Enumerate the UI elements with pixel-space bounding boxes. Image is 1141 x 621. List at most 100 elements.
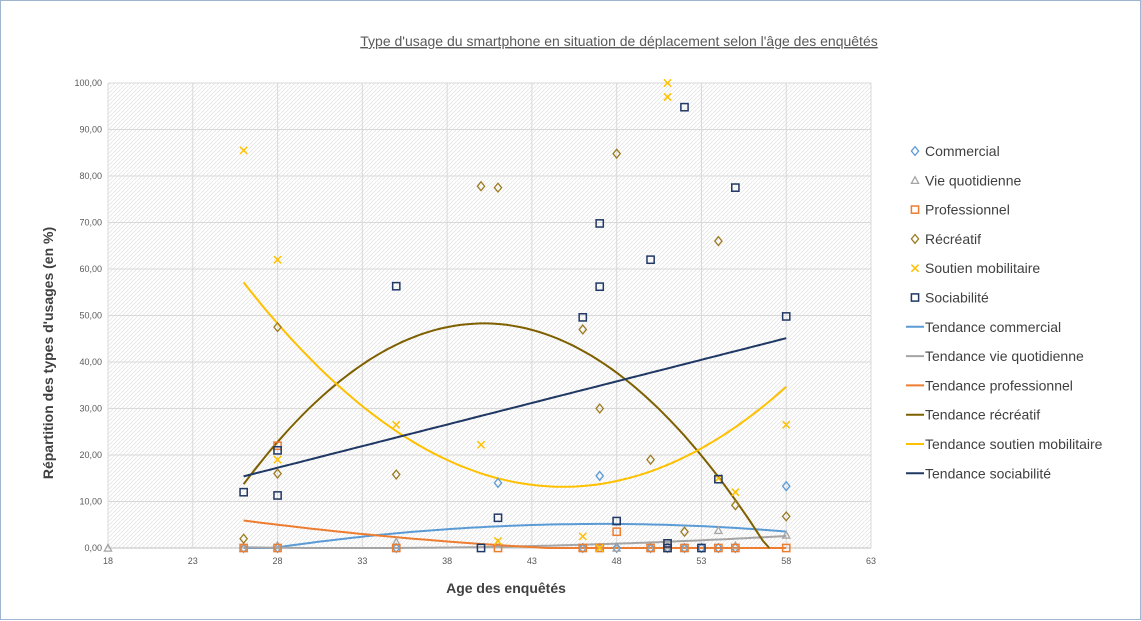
recreatif-point [730,499,740,511]
recreatif-point [595,403,605,414]
sociabilite-point [697,543,706,553]
legend-recreatif-marker [910,233,920,245]
vie-quotidienne-point [730,540,741,550]
sociabilite-point [612,516,622,526]
x-tick-label: 58 [781,556,791,566]
soutien-mobilitaire-point [493,536,503,546]
data-points [103,78,791,554]
sociabilite-point [595,282,605,292]
y-tick-label: 50,00 [79,311,102,321]
legend-tendance-professionnel: Tendance professionnel [925,377,1073,393]
x-axis-ticks: 18 23 28 33 38 43 48 53 58 63 [103,556,876,566]
recreatif-point [391,469,401,480]
legend-soutien-mobilitaire: Soutien mobilitaire [925,260,1040,276]
x-axis-title: Age des enquêtés [446,580,566,596]
commercial-point [493,477,503,489]
x-tick-label: 48 [612,556,622,566]
y-axis-ticks: 0,00 10,00 20,00 30,00 40,00 50,00 60,00 70,00 8… [74,78,102,553]
tendance-professionnel-line [243,519,787,549]
recreatif-point [273,321,282,333]
recreatif-point [612,148,622,160]
sociabilite-point [646,255,655,265]
tendance-recreatif-line [242,322,771,549]
commercial-point [239,542,249,554]
x-tick-label: 63 [866,556,876,566]
y-tick-label: 30,00 [79,404,102,414]
legend-vie-quotidienne-marker [910,175,920,185]
professionnel-point [578,543,588,553]
x-tick-label: 28 [273,556,283,566]
x-tick-label: 53 [696,556,706,566]
tendance-sociabilite-line [243,337,787,478]
professionnel-point [391,543,401,553]
sociabilite-point [595,219,605,228]
y-tick-label: 10,00 [79,497,102,507]
soutien-mobilitaire-point [663,78,672,88]
x-tick-label: 23 [188,556,198,566]
y-tick-label: 70,00 [79,218,102,228]
vie-quotidienne-point [103,543,113,552]
trendlines [242,281,787,549]
vie-quotidienne-point [272,540,283,550]
professionnel-point [646,543,655,553]
commercial-point [680,542,689,554]
commercial-point [578,542,588,554]
legend: Commercial Vie quotidienne Professionnel Ré… [906,143,1103,481]
legend-professionnel: Professionnel [925,202,1010,218]
professionnel-point [273,441,282,451]
recreatif-point [713,235,723,247]
soutien-mobilitaire-point [392,420,401,429]
legend-tendance-soutien-mobilitaire: Tendance soutien mobilitaire [925,436,1103,452]
professionnel-point [714,543,723,553]
professionnel-point [239,543,248,553]
sociabilite-point [663,539,672,548]
recreatif-point [476,180,486,192]
sociabilite-point [239,487,248,497]
recreatif-point [239,533,249,545]
legend-tendance-vie-quotidienne: Tendance vie quotidienne [925,348,1084,364]
professionnel-point [595,543,605,553]
sociabilite-point [714,474,723,484]
sociabilite-point [273,491,282,500]
vie-quotidienne-point [713,525,724,535]
soutien-mobilitaire-point [782,420,791,429]
y-tick-label: 40,00 [79,357,102,367]
soutien-mobilitaire-point [476,440,486,449]
commercial-point [713,542,723,554]
professionnel-point [781,543,791,553]
commercial-point [781,480,791,492]
legend-vie-quotidienne: Vie quotidienne [925,172,1021,188]
soutien-mobilitaire-point [578,532,587,541]
soutien-mobilitaire-point [663,92,672,102]
legend-professionnel-marker [910,205,920,214]
tendance-soutien-mobilitaire-line [242,281,787,488]
y-tick-label: 0,00 [84,543,102,553]
soutien-mobilitaire-point [595,543,604,553]
sociabilite-point [493,513,503,523]
commercial-point [595,470,605,482]
sociabilite-point [391,281,401,291]
soutien-mobilitaire-point [239,146,248,155]
professionnel-point [731,543,740,553]
sociabilite-point [781,312,791,321]
recreatif-point [781,510,791,522]
recreatif-point [493,182,503,194]
vie-quotidienne-point [781,530,791,539]
legend-tendance-commercial: Tendance commercial [925,319,1061,335]
soutien-mobilitaire-point [273,455,282,464]
professionnel-point [273,543,282,553]
y-tick-label: 100,00 [74,78,102,88]
commercial-point [697,542,706,554]
recreatif-point [646,454,656,466]
gridlines [107,82,872,549]
legend-sociabilite: Sociabilité [925,290,989,306]
vie-quotidienne-point [611,543,622,552]
legend-commercial-marker [910,145,920,157]
recreatif-point [578,324,588,335]
sociabilite-point [578,313,588,322]
y-tick-label: 60,00 [79,264,102,274]
commercial-point [391,542,401,554]
commercial-point [612,542,622,554]
